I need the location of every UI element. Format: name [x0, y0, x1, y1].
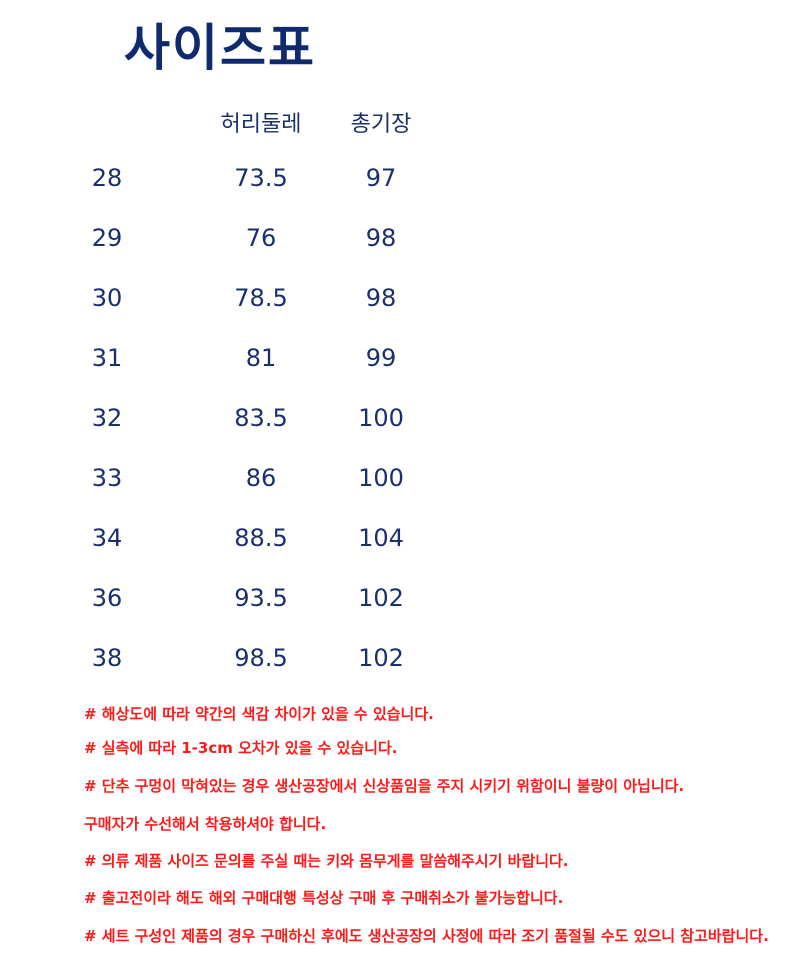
- cell-waist: 88.5: [234, 524, 288, 552]
- note-line: # 의류 제품 사이즈 문의를 주실 때는 키와 몸무게를 말씀해주시기 바랍니…: [84, 852, 569, 870]
- cell-length: 102: [358, 584, 404, 612]
- cell-size: 38: [91, 644, 123, 672]
- note-line: # 실측에 따라 1-3cm 오차가 있을 수 있습니다.: [84, 739, 398, 757]
- cell-waist: 76: [245, 224, 277, 252]
- cell-size: 33: [91, 464, 123, 492]
- cell-length: 98: [365, 284, 397, 312]
- cell-length: 100: [358, 464, 404, 492]
- header-length: 총기장: [350, 112, 412, 137]
- table-row: 38 98.5 102: [0, 644, 500, 684]
- cell-size: 36: [91, 584, 123, 612]
- cell-size: 34: [91, 524, 123, 552]
- table-row: 31 81 99: [0, 344, 500, 384]
- cell-waist: 83.5: [234, 404, 288, 432]
- cell-length: 104: [358, 524, 404, 552]
- table-row: 29 76 98: [0, 224, 500, 264]
- note-line: # 단추 구멍이 막혀있는 경우 생산공장에서 신상품임을 주지 시키기 위함이…: [84, 777, 685, 795]
- cell-size: 32: [91, 404, 123, 432]
- table-row: 34 88.5 104: [0, 524, 500, 564]
- cell-size: 31: [91, 344, 123, 372]
- cell-waist: 81: [245, 344, 277, 372]
- cell-waist: 93.5: [234, 584, 288, 612]
- note-line: # 세트 구성인 제품의 경우 구매하신 후에도 생산공장의 사정에 따라 조기…: [84, 927, 769, 945]
- note-line: # 해상도에 따라 약간의 색감 차이가 있을 수 있습니다.: [84, 705, 434, 723]
- cell-length: 100: [358, 404, 404, 432]
- cell-length: 99: [365, 344, 397, 372]
- cell-waist: 73.5: [234, 164, 288, 192]
- cell-size: 28: [91, 164, 123, 192]
- table-row: 32 83.5 100: [0, 404, 500, 444]
- note-line: # 출고전이라 해도 해외 구매대행 특성상 구매 후 구매취소가 불가능합니다…: [84, 889, 564, 907]
- table-row: 33 86 100: [0, 464, 500, 504]
- cell-length: 102: [358, 644, 404, 672]
- cell-length: 98: [365, 224, 397, 252]
- header-waist: 허리둘레: [220, 112, 302, 137]
- cell-waist: 86: [245, 464, 277, 492]
- cell-size: 29: [91, 224, 123, 252]
- cell-waist: 78.5: [234, 284, 288, 312]
- cell-waist: 98.5: [234, 644, 288, 672]
- cell-size: 30: [91, 284, 123, 312]
- table-row: 36 93.5 102: [0, 584, 500, 624]
- table-row: 28 73.5 97: [0, 164, 500, 204]
- note-line: 구매자가 수선해서 착용하셔야 합니다.: [84, 815, 327, 833]
- page-title: 사이즈표: [124, 19, 316, 77]
- table-row: 30 78.5 98: [0, 284, 500, 324]
- cell-length: 97: [365, 164, 397, 192]
